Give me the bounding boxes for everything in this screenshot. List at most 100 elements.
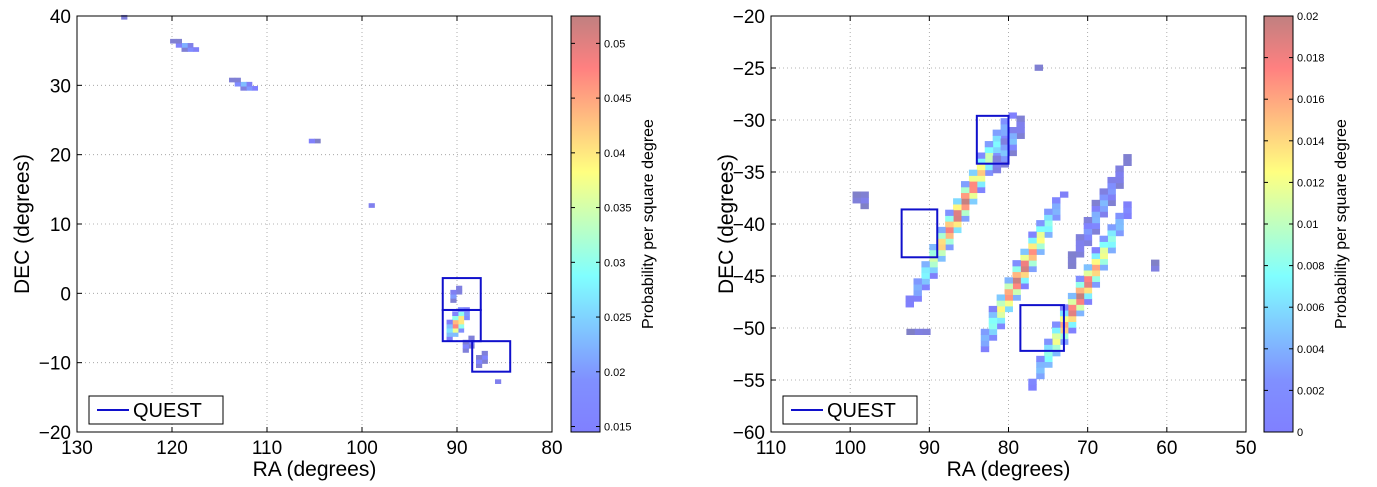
heatmap-cell [980,328,990,335]
heatmap-cell [1012,283,1021,290]
heatmap-cell [860,197,869,204]
heatmap-cell [968,175,978,182]
heatmap-cell [1099,205,1108,212]
heatmap-cell [1067,327,1077,334]
heatmap-cell [1044,338,1053,345]
y-tick-label: 30 [50,76,71,97]
heatmap-cell [1075,251,1085,258]
heatmap-cell [953,215,962,222]
heatmap-cell [481,359,488,364]
heatmap-cell [1044,214,1053,221]
heatmap-cell [1000,149,1009,157]
heatmap-cell [481,355,488,360]
heatmap-cell [1020,271,1029,278]
heatmap-cell [906,328,915,335]
colorbar-tick-label: 0.012 [1297,177,1325,189]
heatmap-cell [984,146,994,153]
heatmap-cell [1052,321,1061,328]
heatmap-cell [996,294,1006,301]
heatmap-cell [976,163,986,171]
heatmap-cell [929,261,938,268]
heatmap-cell [476,359,483,364]
heatmap-cell [945,215,954,222]
heatmap-cell [246,86,253,91]
heatmap-cell [452,323,459,329]
heatmap-cell [984,158,994,165]
heatmap-cell [1052,197,1061,204]
heatmap-cell [976,186,986,194]
heatmap-cell [1004,288,1013,295]
heatmap-cell [1099,235,1108,242]
y-tick-label: −20 [39,423,71,444]
y-tick-label: −10 [39,354,71,375]
heatmap-cell [945,226,954,234]
heatmap-cell [937,226,946,234]
heatmap-cell [937,238,946,245]
heatmap-cell [1067,257,1077,264]
x-tick-label: 70 [1077,438,1098,459]
heatmap-cell [1067,310,1077,317]
heatmap-cell [1115,176,1124,184]
y-axis-label: DEC (degrees) [11,154,34,294]
heatmap-cell [1044,344,1053,351]
heatmap-cell [1075,292,1085,300]
chart-panel-1: 130 120 110 100 90 80 −20 −10 0 10 20 30 40 RA (degre… [11,7,657,481]
heatmap-cell [1099,241,1108,248]
heatmap-cell [1036,355,1045,363]
heatmap-cell [961,192,970,199]
heatmap-cell [953,203,962,211]
heatmap-cell [996,317,1006,324]
legend: QUEST [88,395,224,425]
colorbar-tick-label: 0.015 [604,422,632,434]
heatmap-cell [1004,305,1013,313]
heatmap-cell [1036,248,1045,255]
x-tick-label: 120 [156,438,188,459]
colorbar-tick-label: 0.006 [1297,302,1325,314]
colorbar-tick-label: 0.025 [604,312,632,324]
colorbar-gradient [1263,15,1294,433]
heatmap-cell [1036,367,1045,374]
heatmap-cell [1028,231,1037,238]
heatmap-cell [976,152,986,159]
heatmap-cell [1044,220,1053,227]
heatmap-cell [1012,265,1021,273]
heatmap-cell [456,285,463,291]
heatmap-cell [1107,188,1116,195]
colorbar-label: Probability per square degree [640,119,657,329]
heatmap-cell [1115,182,1124,189]
heatmap-cell [1123,212,1132,220]
heatmap-cell [1067,262,1077,269]
heatmap-cell [996,305,1006,313]
heatmap-cell [1028,237,1037,244]
heatmap-cell [457,319,465,325]
heatmap-cell [1020,283,1029,290]
heatmap-cell [368,203,375,208]
heatmap-cell [913,295,922,302]
heatmap-cell [1099,258,1108,265]
x-axis-label: RA (degrees) [253,458,377,481]
heatmap-cell [1052,327,1061,334]
heatmap-cell [937,232,946,239]
heatmap-cell [1028,265,1037,273]
heatmap-cell [992,167,1002,174]
heatmap-cell [1083,228,1093,235]
heatmap-cell [852,191,861,198]
legend-entry: QUEST [827,400,896,422]
heatmap-cell [976,169,986,176]
heatmap-cell [984,169,994,176]
heatmap-cell [1052,338,1061,345]
heatmap-cell [945,232,954,239]
heatmap-cell [1044,208,1053,215]
heatmap-cell [1059,191,1069,198]
colorbar-tick-label: 0.004 [1297,344,1325,356]
heatmap-cell [968,169,978,176]
heatmap-cell [1075,287,1085,294]
heatmap-cell [921,284,930,291]
heatmap-cell [308,138,315,144]
colorbar-tick-label: 0.045 [604,93,632,105]
heatmap-cell [1091,205,1101,212]
heatmap-cell [1107,176,1116,184]
heatmap-cell [1067,321,1077,328]
heatmap-cell [446,323,453,329]
